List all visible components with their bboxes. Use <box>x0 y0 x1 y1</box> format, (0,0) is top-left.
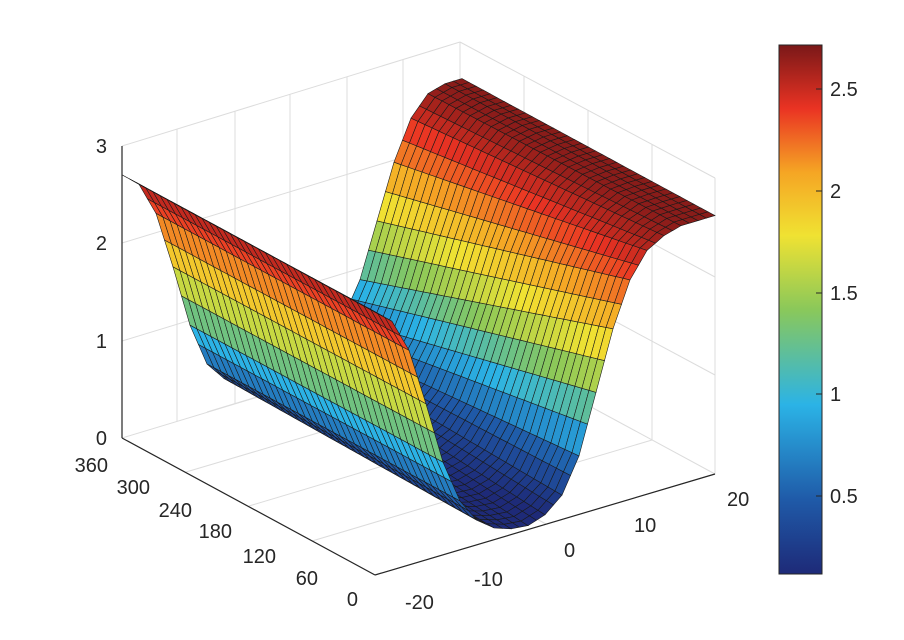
z-tick-label: 1 <box>96 331 107 353</box>
colorbar-ticks: 0.5 1 1.5 2 2.5 <box>816 79 858 508</box>
colorbar: 0.5 1 1.5 2 2.5 <box>778 44 858 575</box>
grid-line <box>121 41 461 147</box>
y-axis-line <box>121 437 376 576</box>
y-tick-label: 300 <box>117 477 150 499</box>
y-tick-label: 60 <box>296 568 318 590</box>
surface-patch <box>698 211 716 219</box>
y-tick-label: 0 <box>347 589 358 611</box>
x-axis: -20 -10 0 10 20 <box>405 489 749 614</box>
x-tick-label: 20 <box>727 489 749 511</box>
colorbar-tick-label: 2 <box>830 181 841 203</box>
z-axis: 0 1 2 3 <box>96 136 107 450</box>
y-tick-label: 240 <box>159 500 192 522</box>
x-tick-label: 10 <box>634 515 656 537</box>
x-axis-line <box>374 473 716 576</box>
colorbar-gradient <box>778 44 823 575</box>
y-tick-label: 360 <box>75 455 108 477</box>
y-axis: 0 60 120 180 240 300 360 <box>75 455 358 611</box>
colorbar-tick-label: 0.5 <box>830 486 858 508</box>
z-tick-label: 2 <box>96 233 107 255</box>
colorbar-tick-label: 1.5 <box>830 283 858 305</box>
y-tick-label: 120 <box>243 546 276 568</box>
y-tick-label: 180 <box>199 521 232 543</box>
surface <box>121 78 716 530</box>
x-tick-label: -10 <box>474 569 503 591</box>
colorbar-tick-label: 2.5 <box>830 79 858 101</box>
z-tick-label: 3 <box>96 136 107 158</box>
x-tick-label: -20 <box>405 592 434 614</box>
z-tick-label: 0 <box>96 428 107 450</box>
axes <box>121 146 716 576</box>
x-tick-label: 0 <box>564 540 575 562</box>
colorbar-tick-label: 1 <box>830 384 841 406</box>
